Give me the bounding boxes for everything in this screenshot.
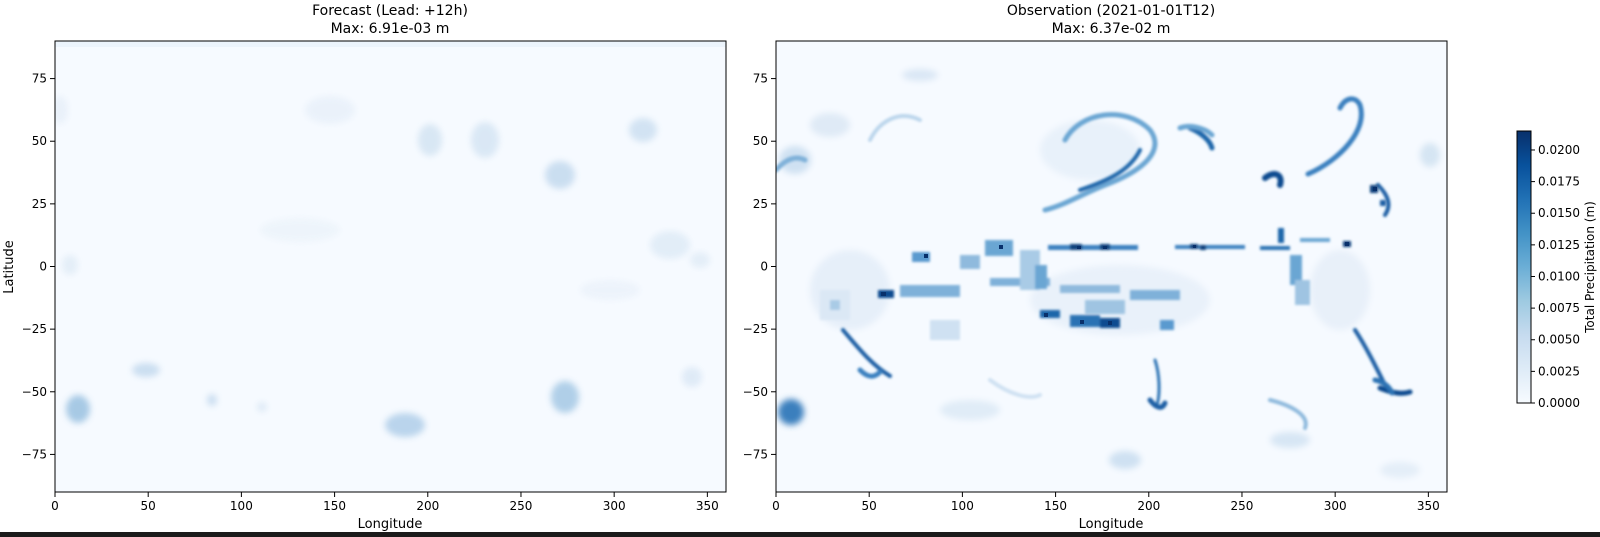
observation-panel: Observation (2021-01-01T12) Max: 6.37e-0… [743,3,1448,532]
observation-precip-field [776,69,1440,478]
x-tick-label: 200 [416,499,439,513]
colorbar-ticks: 0.0000 0.0025 0.0050 0.0075 0.0100 0.0125 0.01… [1531,143,1580,410]
colorbar-tick-label: 0.0025 [1538,364,1580,378]
y-tick-label: −75 [743,447,768,461]
y-tick-label: 25 [32,197,47,211]
x-tick-label: 50 [862,499,877,513]
x-tick-label: 100 [230,499,253,513]
x-tick-label: 150 [323,499,346,513]
x-tick-label: 100 [951,499,974,513]
forecast-ylabel: Latitude [2,240,17,294]
observation-xlabel: Longitude [1079,517,1144,532]
colorbar-tick-label: 0.0075 [1538,301,1580,315]
x-tick-label: 300 [1324,499,1347,513]
x-tick-label: 300 [603,499,626,513]
colorbar-tick-label: 0.0050 [1538,333,1580,347]
y-tick-label: 25 [753,197,768,211]
colorbar-tick-label: 0.0175 [1538,175,1580,189]
colorbar-tick-label: 0.0150 [1538,206,1580,220]
y-tick-label: 50 [753,134,768,148]
x-tick-label: 150 [1044,499,1067,513]
x-tick-label: 350 [696,499,719,513]
colorbar-gradient [1516,130,1532,404]
observation-subtitle: Max: 6.37e-02 m [1052,21,1171,37]
y-tick-label: −75 [22,447,47,461]
x-tick-label: 0 [772,499,780,513]
colorbar-label: Total Precipitation (m) [1583,201,1597,334]
forecast-precip-field [55,41,726,437]
y-tick-label: −50 [743,385,768,399]
x-tick-label: 200 [1137,499,1160,513]
colorbar-tick-label: 0.0100 [1538,269,1580,283]
y-tick-label: −50 [22,385,47,399]
colorbar-tick-label: 0.0125 [1538,238,1580,252]
y-tick-label: 0 [39,260,47,274]
x-tick-label: 350 [1417,499,1440,513]
x-tick-label: 250 [510,499,533,513]
colorbar-tick-label: 0.0000 [1538,396,1580,410]
colorbar: 0.0000 0.0025 0.0050 0.0075 0.0100 0.0125 0.01… [1516,130,1597,410]
forecast-xlabel: Longitude [358,517,423,532]
bottom-border [0,532,1600,537]
y-tick-label: −25 [22,322,47,336]
x-tick-label: 0 [51,499,59,513]
forecast-subtitle: Max: 6.91e-03 m [331,21,450,37]
forecast-panel: Forecast (Lead: +12h) Max: 6.91e-03 m [2,3,727,532]
y-tick-label: 50 [32,134,47,148]
y-tick-label: −25 [743,322,768,336]
y-tick-label: 0 [760,260,768,274]
x-tick-label: 250 [1231,499,1254,513]
observation-title: Observation (2021-01-01T12) [1007,3,1215,19]
colorbar-tick-label: 0.0200 [1538,143,1580,157]
forecast-title: Forecast (Lead: +12h) [312,3,468,19]
y-tick-label: 75 [753,72,768,86]
y-tick-label: 75 [32,72,47,86]
x-tick-label: 50 [141,499,156,513]
